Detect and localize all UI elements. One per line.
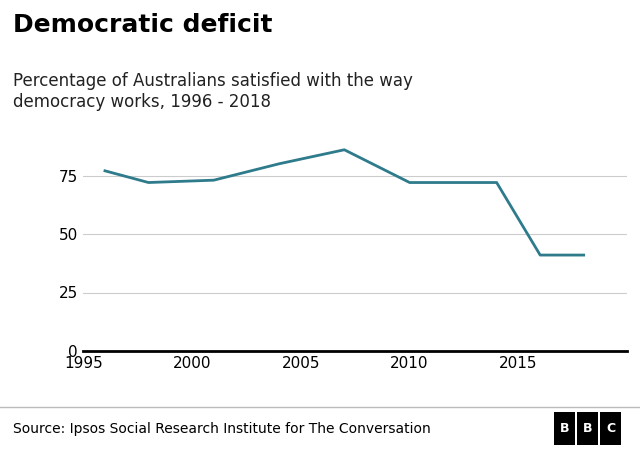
FancyBboxPatch shape — [554, 412, 575, 445]
Text: Percentage of Australians satisfied with the way
democracy works, 1996 - 2018: Percentage of Australians satisfied with… — [13, 72, 413, 111]
Text: Democratic deficit: Democratic deficit — [13, 14, 272, 37]
Text: B: B — [560, 422, 569, 435]
Text: Source: Ipsos Social Research Institute for The Conversation: Source: Ipsos Social Research Institute … — [13, 422, 431, 436]
Text: B: B — [583, 422, 592, 435]
FancyBboxPatch shape — [600, 412, 621, 445]
FancyBboxPatch shape — [577, 412, 598, 445]
Text: C: C — [606, 422, 615, 435]
